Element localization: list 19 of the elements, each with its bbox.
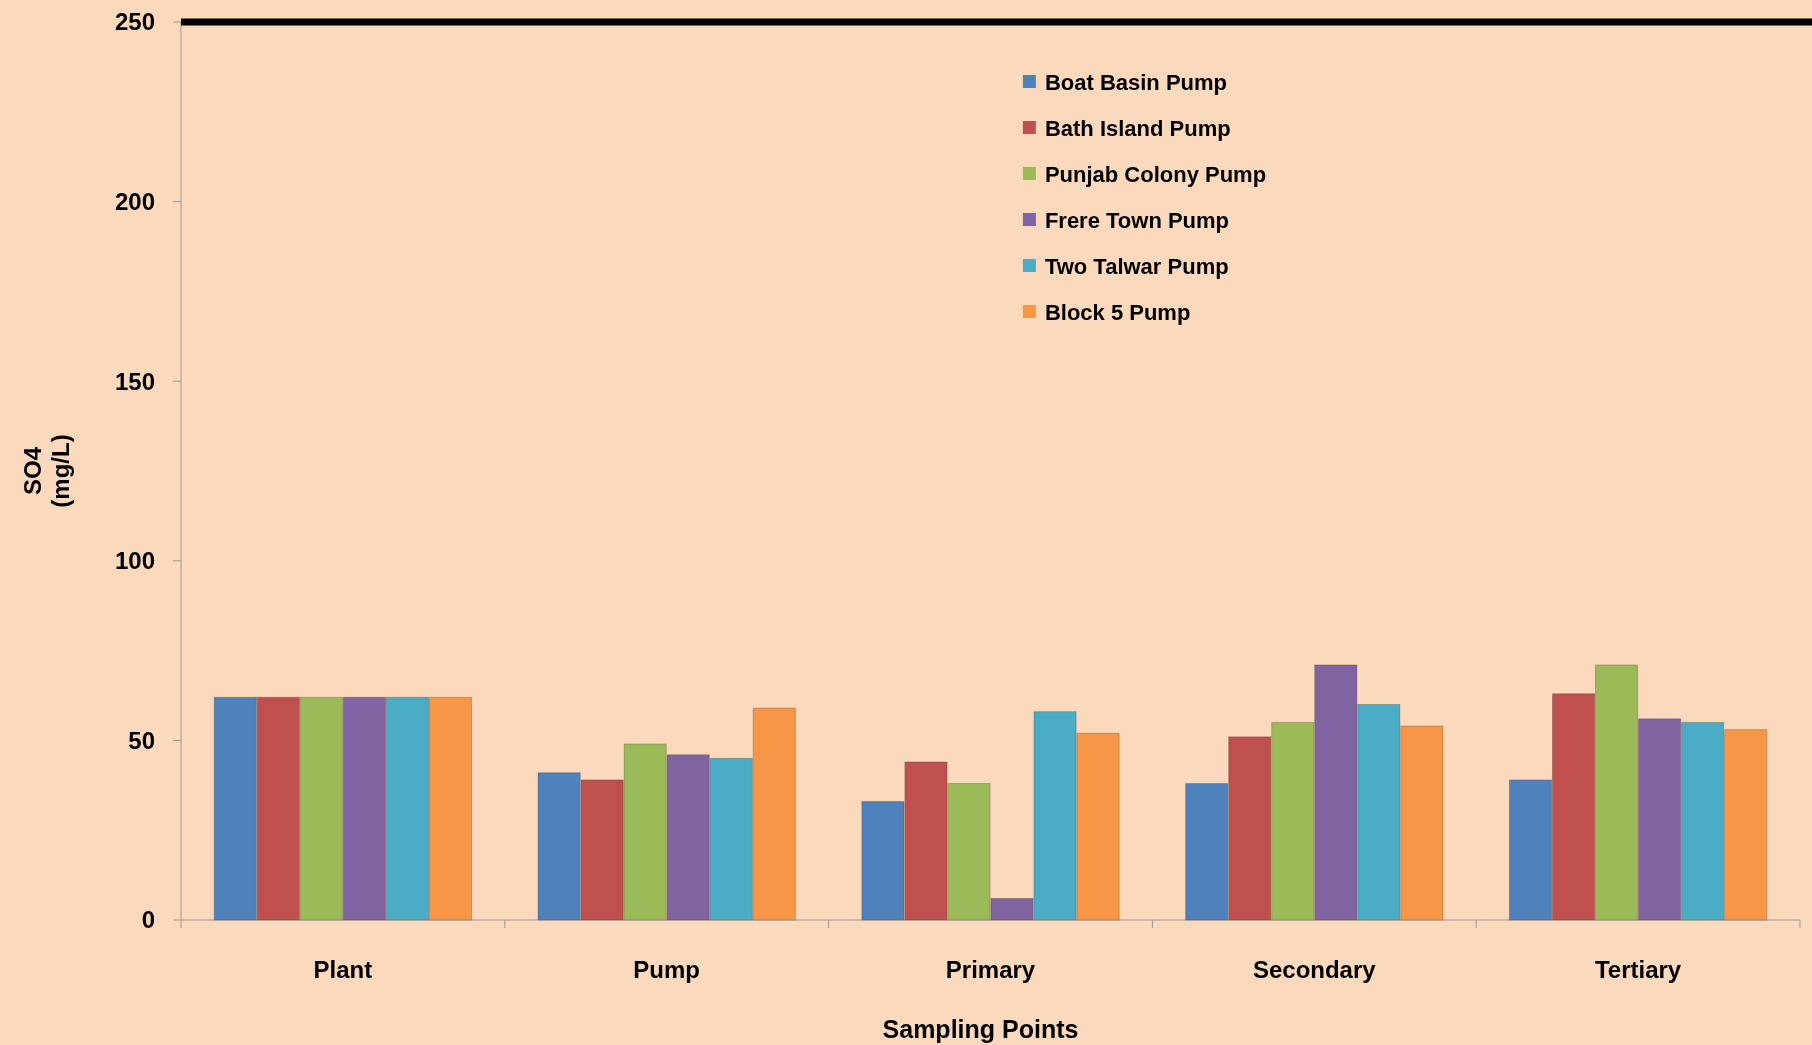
legend-label: Frere Town Pump bbox=[1044, 207, 1230, 233]
legend-label: Block 5 Pump bbox=[1044, 299, 1191, 325]
y-axis-title: SO4 (mg/L) bbox=[19, 434, 74, 508]
x-axis-title: Sampling Points bbox=[882, 1015, 1079, 1043]
legend-label: Two Talwar Pump bbox=[1044, 253, 1229, 279]
legend-label: Boat Basin Pump bbox=[1044, 69, 1228, 95]
x-tick-label: Secondary bbox=[1252, 956, 1377, 983]
legend-label: Punjab Colony Pump bbox=[1044, 161, 1267, 187]
y-tick-label: 200 bbox=[114, 188, 155, 215]
x-tick-label: Pump bbox=[633, 956, 701, 983]
y-tick-label: 250 bbox=[114, 8, 155, 36]
x-tick-label: Plant bbox=[313, 956, 373, 983]
legend-label: Bath Island Pump bbox=[1044, 115, 1231, 141]
x-tick-label: Tertiary bbox=[1594, 956, 1682, 983]
y-tick-label: 0 bbox=[141, 906, 155, 934]
y-tick-label: 150 bbox=[114, 367, 155, 395]
x-tick-label: Primary bbox=[945, 956, 1036, 983]
y-tick-label: 100 bbox=[114, 547, 155, 575]
y-tick-label: 50 bbox=[128, 726, 155, 754]
